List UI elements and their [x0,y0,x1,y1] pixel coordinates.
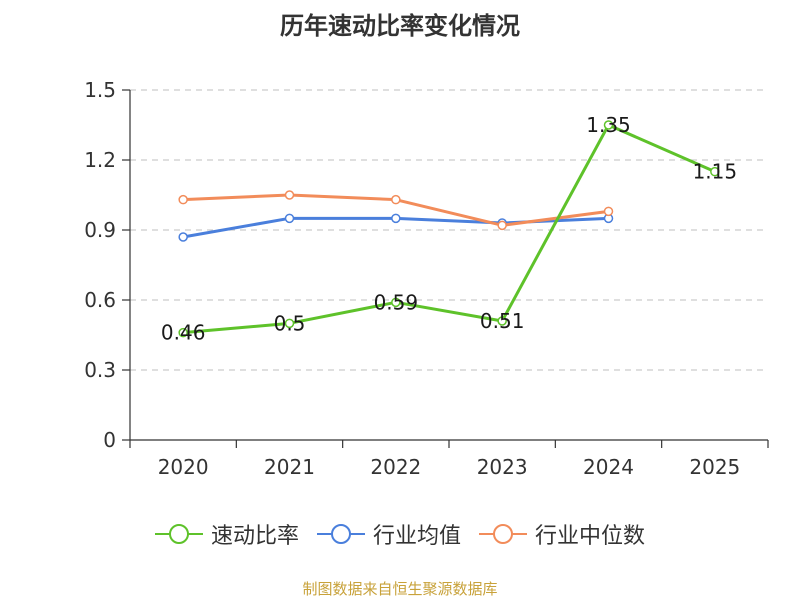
legend-item-industry-median[interactable]: 行业中位数 [479,518,645,550]
data-label: 0.59 [374,290,419,314]
x-tick-label: 2022 [370,455,421,479]
data-point [284,213,295,224]
data-point [603,206,614,217]
data-label: 1.15 [693,160,738,184]
data-label: 0.46 [161,321,206,345]
x-tick-label: 2024 [583,455,634,479]
legend-item-industry-mean[interactable]: 行业均值 [316,518,461,550]
x-tick-label: 2023 [477,455,528,479]
grid-lines [130,89,768,371]
y-tick-label: 0.6 [84,288,116,312]
chart-title: 历年速动比率变化情况 [280,12,520,40]
legend: 速动比率 行业均值 行业中位数 [0,518,800,550]
legend-label: 行业中位数 [535,524,646,549]
legend-label: 速动比率 [210,524,299,549]
data-point [391,297,401,308]
legend-line-circle-icon [479,524,527,544]
data-label: 1.35 [586,113,631,137]
y-tick-label: 0.3 [84,358,116,382]
series [178,120,720,338]
data-point [497,316,507,326]
data-point [178,232,188,242]
data-point [497,220,507,231]
legend-label: 行业均值 [372,524,461,549]
y-tick-label: 1.5 [84,78,116,102]
y-tick-label: 1.2 [84,148,116,172]
data-point [391,213,401,224]
data-point [391,194,401,205]
x-tick-label: 2025 [689,455,740,479]
y-tick-label: 0.9 [84,218,116,242]
data-point [178,327,188,338]
x-tick-label: 2020 [158,455,209,479]
data-point [178,194,188,205]
legend-item-quick-ratio[interactable]: 速动比率 [154,518,299,550]
x-tick-label: 2021 [264,455,315,479]
data-point [603,120,614,130]
data-point [710,166,720,177]
y-tick-label: 0 [103,428,116,452]
data-label: 0.51 [480,309,525,333]
data-labels: 0.46 0.5 0.59 0.51 1.35 1.15 [161,113,737,345]
series-line-0 [183,123,716,335]
legend-line-circle-icon [154,524,203,544]
source-note: 制图数据来自恒生聚源数据库 [302,580,498,598]
data-label: 0.5 [274,311,306,335]
legend-line-circle-icon [316,524,365,544]
axes: 0 0.3 0.6 0.9 1.2 1.5 2020 2021 2022 2023 2024 2025 [84,78,769,479]
data-point [284,190,295,200]
data-point [284,318,295,329]
